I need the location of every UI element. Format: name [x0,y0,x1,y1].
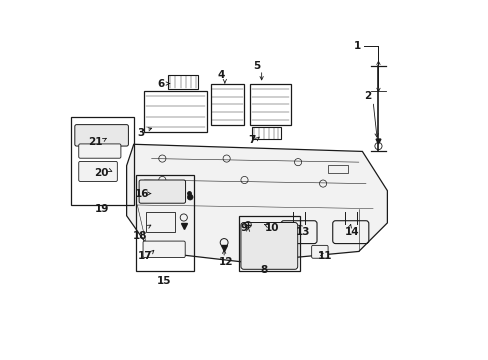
Bar [251,127,281,139]
FancyBboxPatch shape [79,161,117,181]
FancyBboxPatch shape [139,180,185,203]
Text: 19: 19 [94,204,108,214]
Text: 18: 18 [133,231,147,242]
Text: 12: 12 [218,257,232,267]
FancyBboxPatch shape [143,241,185,257]
Bar [167,75,198,89]
Bar [146,212,175,232]
Bar [144,91,206,132]
Bar [71,117,134,205]
Bar [249,84,290,125]
Bar [328,165,347,173]
Text: 7: 7 [247,135,255,145]
Text: 17: 17 [138,251,152,261]
Text: 20: 20 [94,168,109,178]
Text: 21: 21 [88,138,102,148]
FancyBboxPatch shape [75,125,128,146]
Text: 13: 13 [296,227,310,237]
Text: 8: 8 [260,265,267,275]
Text: 2: 2 [364,91,370,101]
Text: 14: 14 [344,227,358,237]
Text: 3: 3 [137,128,144,138]
Text: 10: 10 [264,223,279,233]
Bar [135,175,194,271]
Polygon shape [126,144,386,262]
Text: 11: 11 [317,251,332,261]
FancyBboxPatch shape [241,222,297,269]
FancyBboxPatch shape [79,144,121,158]
Text: 5: 5 [253,61,260,71]
Text: 9: 9 [241,223,247,233]
Bar [210,84,244,125]
Bar [239,216,299,271]
Circle shape [187,194,193,200]
Text: 4: 4 [217,69,224,80]
Text: 6: 6 [157,78,164,89]
Text: 16: 16 [135,189,149,199]
Text: 15: 15 [157,276,171,286]
FancyBboxPatch shape [311,246,327,258]
Text: 1: 1 [353,41,360,51]
